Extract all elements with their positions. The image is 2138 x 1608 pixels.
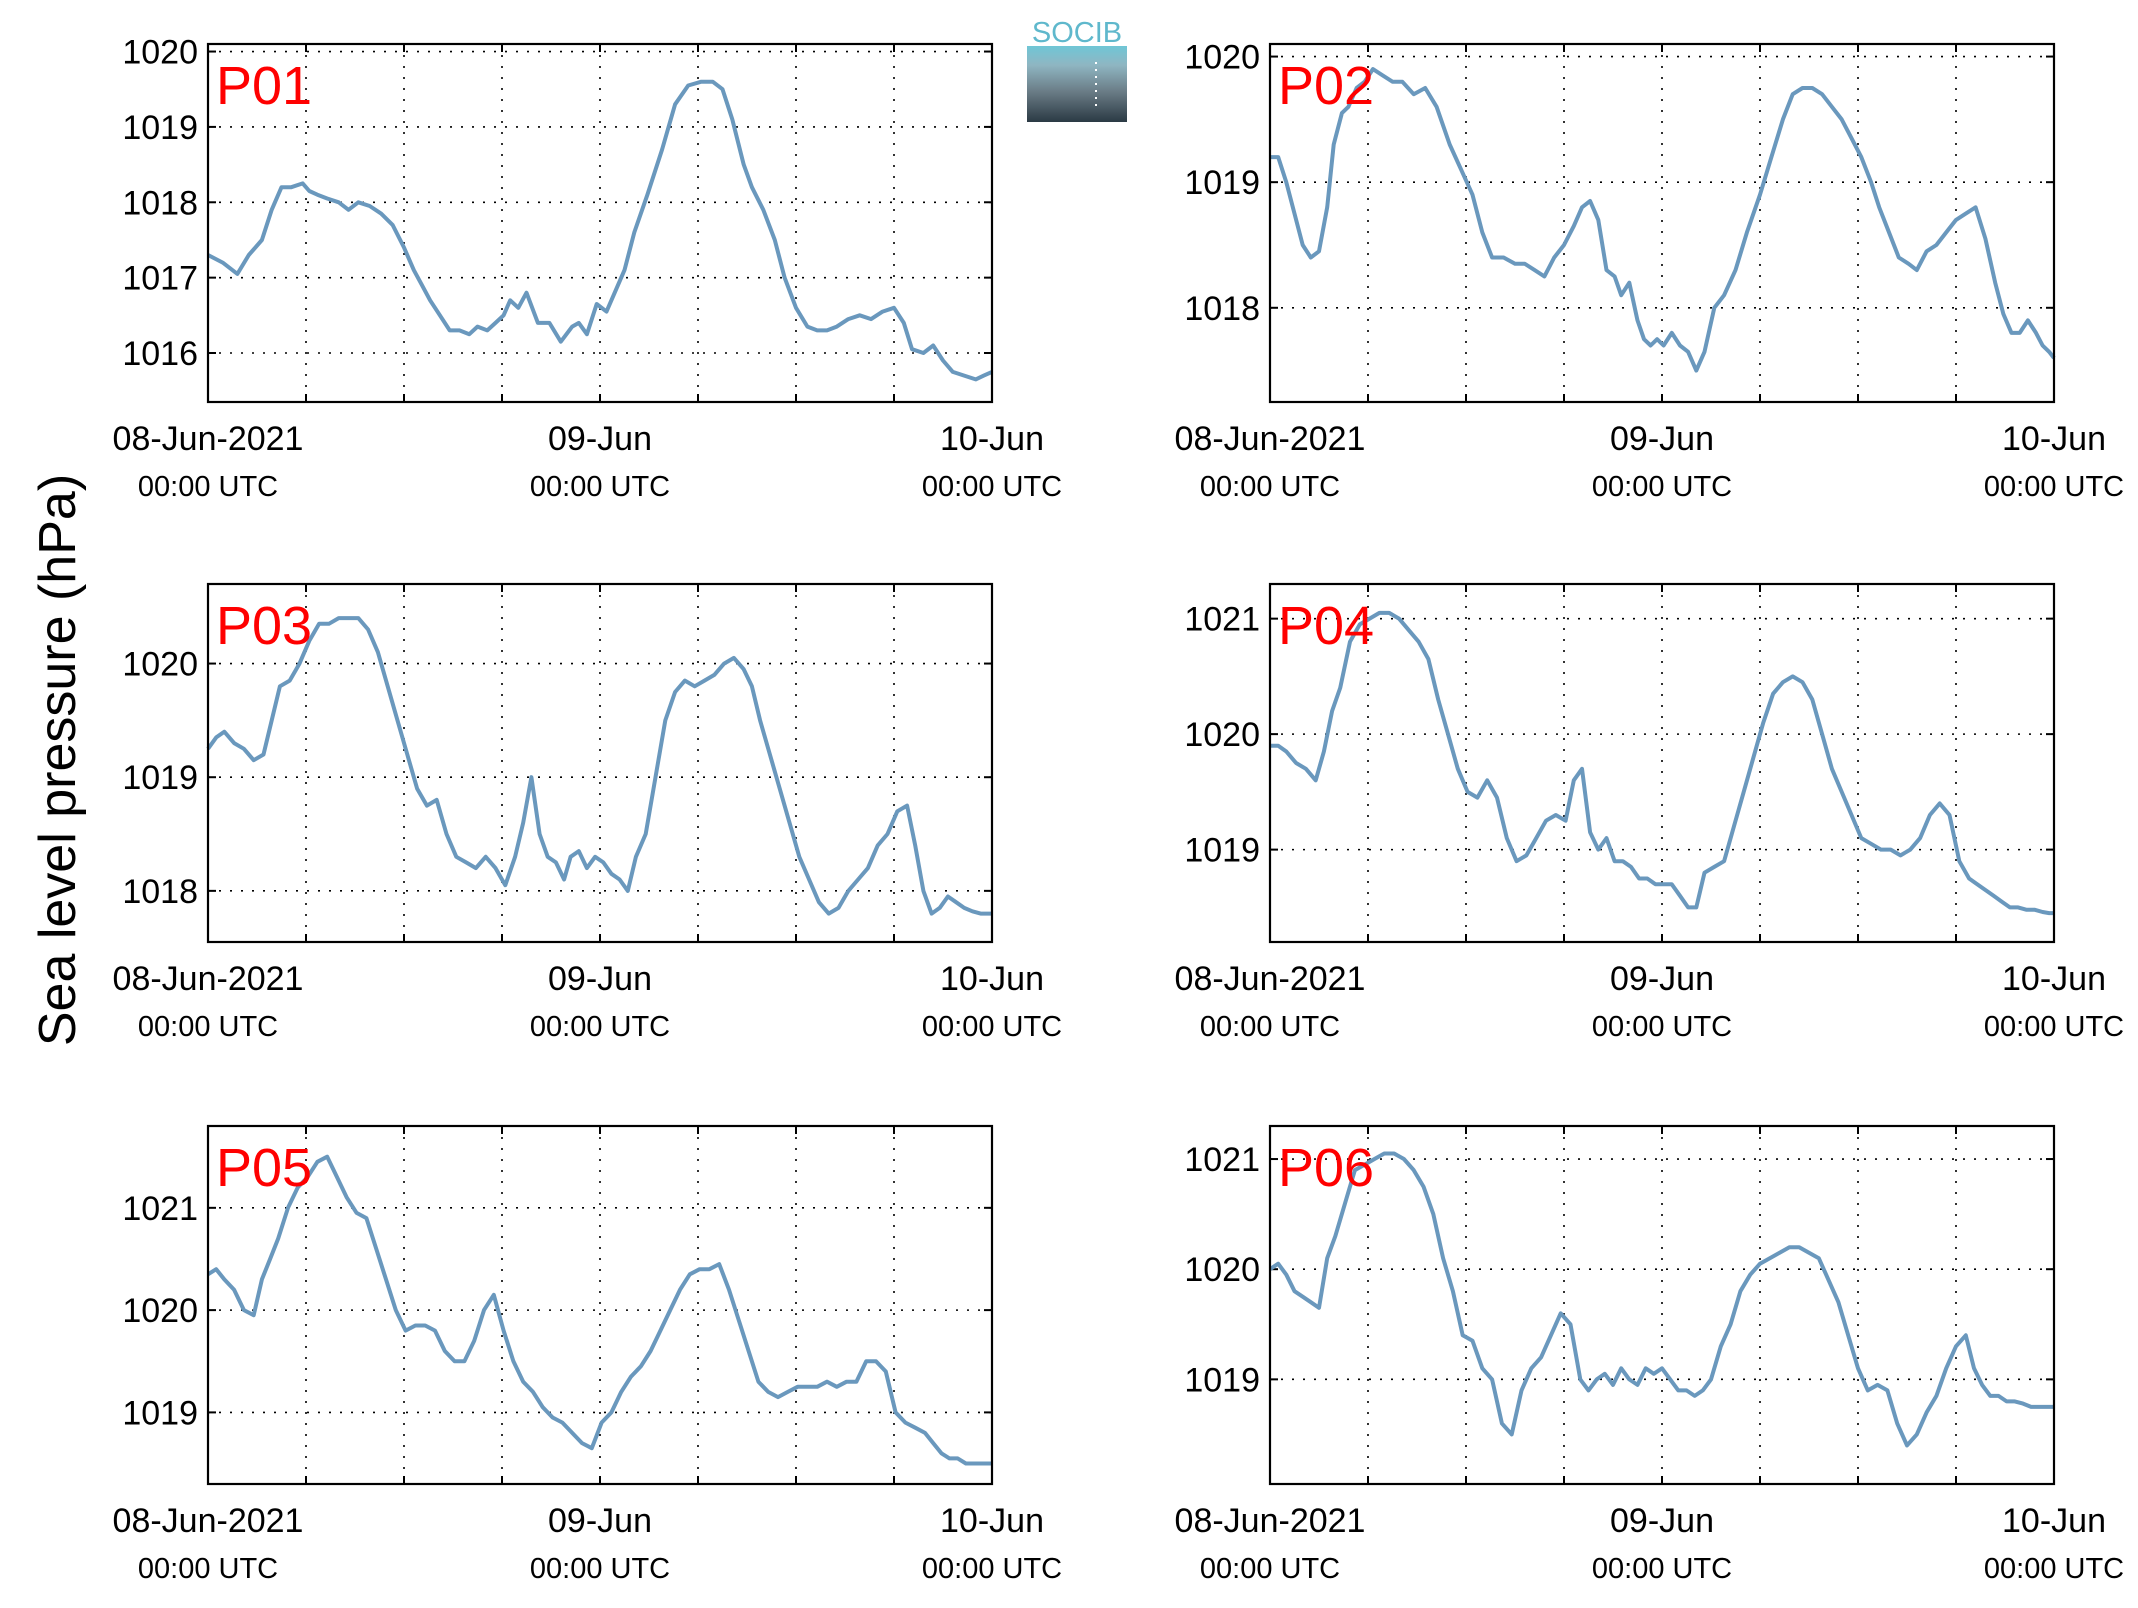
panel-label: P05 (216, 1138, 312, 1198)
x-tick-label-time: 00:00 UTC (1200, 1011, 1340, 1043)
x-tick-label-time: 00:00 UTC (1984, 471, 2124, 503)
panel-label: P02 (1278, 56, 1374, 116)
x-tick-label-time: 00:00 UTC (1984, 1011, 2124, 1043)
x-tick-label-date: 10-Jun (940, 960, 1044, 998)
axes-frame (206, 582, 994, 944)
y-tick-label: 1019 (1184, 1361, 1260, 1399)
x-tick-label-time: 00:00 UTC (1200, 471, 1340, 503)
panel-label: P06 (1278, 1138, 1374, 1198)
y-tick-label: 1018 (122, 184, 198, 222)
x-tick-label-date: 08-Jun-2021 (113, 1502, 304, 1540)
x-tick-label-date: 08-Jun-2021 (1175, 960, 1366, 998)
axes-frame (1268, 582, 2056, 944)
x-tick-label-date: 10-Jun (940, 420, 1044, 458)
x-tick-label-date: 08-Jun-2021 (1175, 420, 1366, 458)
x-tick-label-date: 10-Jun (2002, 960, 2106, 998)
panel-p03: 1018 1019 1020 P03 08-Jun-2021 00:00 UTC 09-Ju… (113, 582, 1062, 1043)
x-tick-label-time: 00:00 UTC (138, 471, 278, 503)
y-tick-label: 1021 (1184, 601, 1260, 639)
y-tick-label: 1018 (122, 873, 198, 911)
axes-frame (1268, 42, 2056, 404)
x-tick-label-time: 00:00 UTC (922, 1553, 1062, 1585)
x-tick-label-time: 00:00 UTC (922, 1011, 1062, 1043)
y-tick-label: 1019 (122, 1394, 198, 1432)
x-tick-label-date: 09-Jun (548, 420, 652, 458)
axes-frame (206, 1124, 994, 1486)
y-tick-label: 1020 (1184, 716, 1260, 754)
x-tick-label-time: 00:00 UTC (1200, 1553, 1340, 1585)
x-tick-label-date: 09-Jun (548, 1502, 652, 1540)
panel-label: P03 (216, 596, 312, 656)
y-tick-label: 1020 (122, 646, 198, 684)
panel-p02: 1018 1019 1020 P02 08-Jun-2021 00:00 UTC 09-Ju… (1175, 39, 2125, 503)
x-tick-label-time: 00:00 UTC (1592, 1553, 1732, 1585)
x-tick-label-date: 09-Jun (1610, 1502, 1714, 1540)
x-tick-label-date: 09-Jun (548, 960, 652, 998)
panel-p06: 1019 1020 1021 P06 08-Jun-2021 00:00 UTC 09-Ju… (1175, 1124, 2124, 1585)
series-line-p05 (206, 1154, 992, 1466)
panels: 1016 1017 1018 1019 1020 P01 08-Jun-2021 00:00 … (113, 34, 2125, 1585)
x-tick-label-date: 09-Jun (1610, 420, 1714, 458)
y-tick-label: 1021 (1184, 1141, 1260, 1179)
logo-text: SOCIB (1032, 17, 1122, 49)
x-tick-label-date: 10-Jun (2002, 1502, 2106, 1540)
x-tick-label-time: 00:00 UTC (138, 1553, 278, 1585)
x-tick-label-time: 00:00 UTC (1592, 471, 1732, 503)
x-tick-label-date: 08-Jun-2021 (113, 960, 304, 998)
y-tick-label: 1021 (122, 1190, 198, 1228)
series-line-p04 (1270, 610, 2054, 916)
x-tick-label-date: 08-Jun-2021 (113, 420, 304, 458)
panel-p05: 1019 1020 1021 P05 08-Jun-2021 00:00 UTC 09-Ju… (113, 1124, 1062, 1585)
x-tick-label-time: 00:00 UTC (1592, 1011, 1732, 1043)
y-tick-label: 1020 (1184, 1251, 1260, 1289)
axes-frame (206, 42, 994, 404)
y-tick-label: 1018 (1184, 290, 1260, 328)
series-line-p01 (207, 79, 993, 382)
y-tick-label: 1017 (122, 260, 198, 298)
socib-logo: SOCIB (1027, 17, 1127, 122)
panel-label: P01 (216, 56, 312, 116)
y-tick-label: 1019 (122, 109, 198, 147)
x-tick-label-date: 10-Jun (2002, 420, 2106, 458)
x-tick-label-date: 08-Jun-2021 (1175, 1502, 1366, 1540)
series-line-p02 (1270, 67, 2056, 373)
y-tick-label: 1019 (1184, 832, 1260, 870)
y-tick-label: 1020 (122, 34, 198, 72)
y-tick-label: 1020 (1184, 39, 1260, 77)
panel-label: P04 (1278, 596, 1374, 656)
y-tick-label: 1019 (1184, 164, 1260, 202)
x-tick-label-date: 10-Jun (940, 1502, 1044, 1540)
x-tick-label-time: 00:00 UTC (922, 471, 1062, 503)
x-tick-label-time: 00:00 UTC (530, 471, 670, 503)
x-tick-label-date: 09-Jun (1610, 960, 1714, 998)
panel-p04: 1019 1020 1021 P04 08-Jun-2021 00:00 UTC 09-Ju… (1175, 582, 2124, 1043)
panel-p01: 1016 1017 1018 1019 1020 P01 08-Jun-2021 00:00 … (113, 34, 1063, 503)
y-tick-label: 1016 (122, 335, 198, 373)
x-tick-label-time: 00:00 UTC (1984, 1553, 2124, 1585)
x-tick-label-time: 00:00 UTC (530, 1011, 670, 1043)
y-tick-label: 1019 (122, 759, 198, 797)
y-tick-label: 1020 (122, 1292, 198, 1330)
x-tick-label-time: 00:00 UTC (138, 1011, 278, 1043)
series-line-p03 (206, 616, 992, 916)
series-line-p06 (1268, 1151, 2054, 1448)
x-tick-label-time: 00:00 UTC (530, 1553, 670, 1585)
axes-frame (1268, 1124, 2056, 1486)
y-axis-label: Sea level pressure (hPa) (29, 474, 87, 1046)
